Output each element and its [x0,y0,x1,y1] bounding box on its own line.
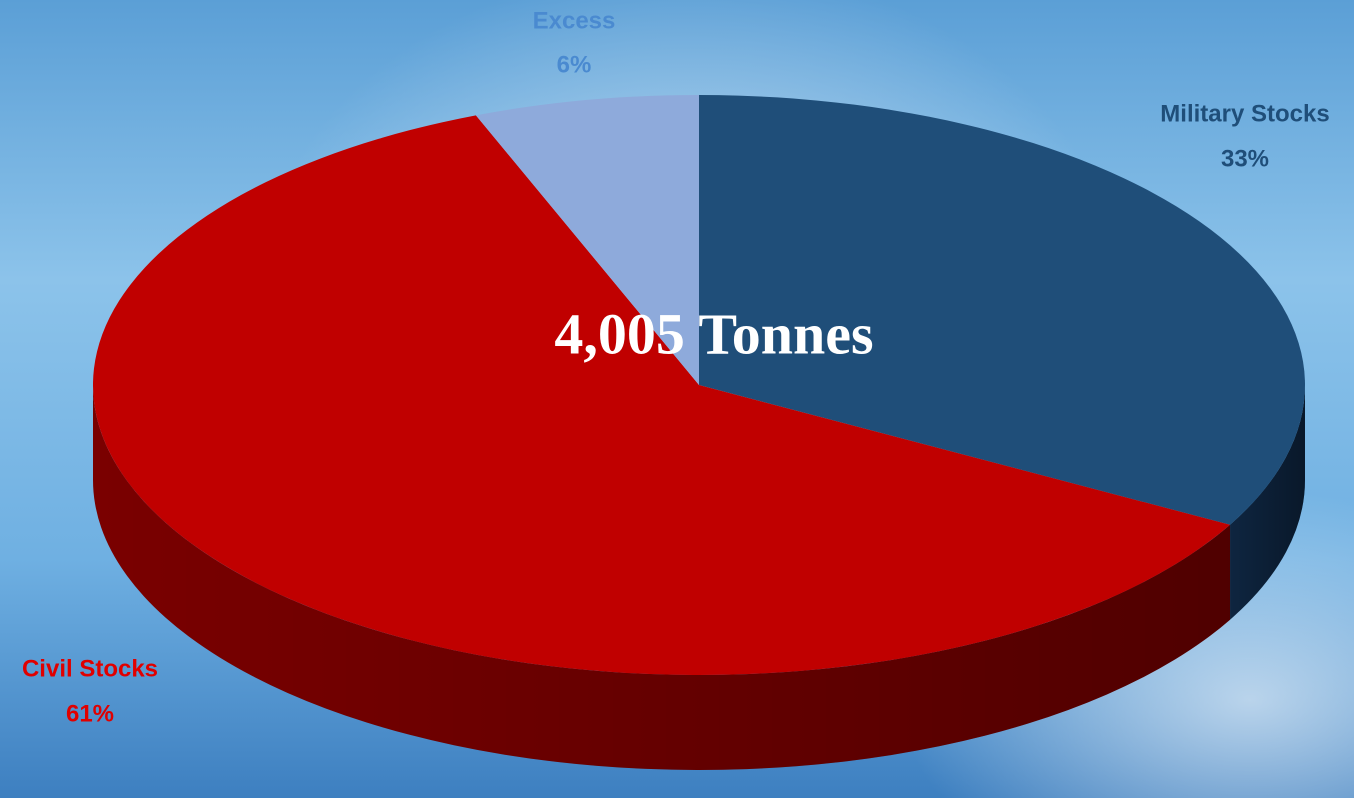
slice [699,95,1305,525]
slice [92,115,1231,676]
slice-label: Excess [533,7,616,34]
slice-value-label: 61% [66,700,114,727]
slice [475,95,699,385]
center-annotation: 4,005 Tonnes [554,301,873,366]
slice-value-label: 6% [557,51,592,78]
slice-side-shade [1230,385,1305,620]
slice-side-shade [93,385,1231,770]
slice-value-label: 33% [1221,145,1269,172]
slice-label: Military Stocks [1160,100,1329,127]
slice-label: Civil Stocks [22,655,158,682]
